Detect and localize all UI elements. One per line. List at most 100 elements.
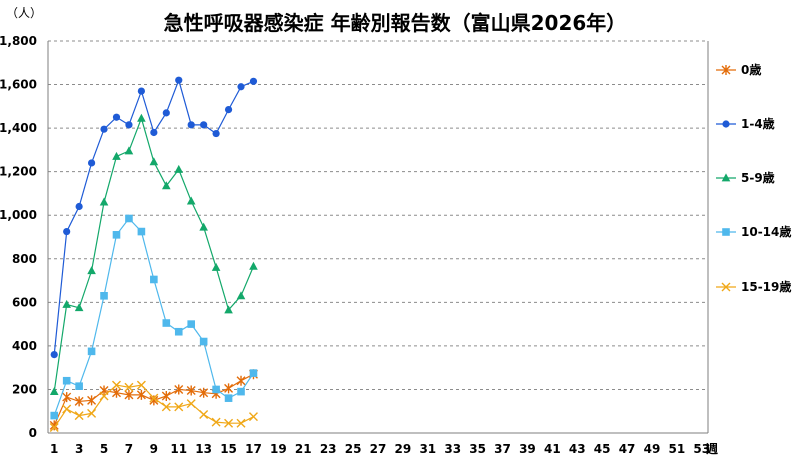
chart-title: 急性呼吸器感染症 年齢別報告数（富山県2026年） <box>164 11 627 35</box>
data-point <box>87 266 96 275</box>
data-point <box>174 402 184 412</box>
series-1-4歳 <box>50 76 258 359</box>
data-point <box>62 392 72 403</box>
data-point <box>74 303 84 312</box>
data-point <box>224 383 234 394</box>
legend-item: 15-19歳 <box>716 279 791 294</box>
x-tick-label: 25 <box>345 442 362 456</box>
data-point <box>149 395 159 406</box>
x-tick-label: 27 <box>370 442 387 456</box>
x-tick-label: 33 <box>444 442 461 456</box>
x-tick-label: 35 <box>469 442 486 456</box>
y-tick-labels: 0 200 400 600 800 1,000 1,200 1,400 1,600 1,800 <box>0 34 37 440</box>
data-point <box>124 389 134 400</box>
data-point <box>112 151 121 160</box>
axes <box>47 41 709 434</box>
x-tick-label: 37 <box>494 442 511 456</box>
data-point <box>124 382 134 392</box>
data-point <box>49 423 59 433</box>
data-point <box>174 164 184 173</box>
x-tick-label: 49 <box>644 442 661 456</box>
series-5-9歳 <box>49 113 258 396</box>
data-point <box>186 399 196 409</box>
data-point <box>199 337 208 346</box>
legend-marker <box>721 282 731 292</box>
legend-label: 10-14歳 <box>741 224 791 239</box>
x-tick-label: 5 <box>100 442 108 456</box>
data-point <box>87 347 96 356</box>
series-15-19歳 <box>49 380 258 433</box>
x-tick-label: 13 <box>195 442 212 456</box>
data-point <box>237 83 245 91</box>
data-point <box>75 382 83 390</box>
y-tick-label: 1,200 <box>0 165 37 179</box>
legend-item: 0歳 <box>716 62 761 77</box>
x-tick-label: 21 <box>295 442 312 456</box>
data-point <box>150 275 158 284</box>
y-tick-label: 800 <box>12 252 37 266</box>
y-unit-label: （人） <box>6 6 42 20</box>
y-tick-label: 1,800 <box>0 34 37 48</box>
legend-marker <box>722 228 730 236</box>
y-tick-label: 600 <box>12 295 37 309</box>
data-point <box>87 159 96 167</box>
data-point <box>137 87 145 95</box>
legend: 0歳 1-4歳 5-9歳 10-14歳 15-19歳 <box>716 62 791 294</box>
x-tick-label: 43 <box>569 442 586 456</box>
data-point <box>62 299 71 308</box>
data-point <box>63 227 71 236</box>
data-point <box>162 181 171 190</box>
x-tick-label: 51 <box>669 442 686 456</box>
x-tick-label: 23 <box>320 442 337 456</box>
data-point <box>249 261 258 270</box>
legend-marker <box>722 120 730 128</box>
data-point <box>75 202 83 211</box>
legend-label: 15-19歳 <box>741 279 791 294</box>
series-group <box>49 76 258 433</box>
y-tick-label: 1,600 <box>0 78 37 92</box>
data-point <box>49 387 59 396</box>
data-point <box>187 121 195 129</box>
data-point <box>199 409 209 419</box>
legend-marker <box>721 173 731 182</box>
data-point <box>62 404 72 414</box>
data-point <box>87 408 97 418</box>
x-tick-label: 17 <box>245 442 262 456</box>
data-point <box>224 106 233 114</box>
data-point <box>174 384 184 395</box>
y-tick-label: 1,400 <box>0 121 37 135</box>
data-point <box>136 389 146 400</box>
data-point <box>186 385 196 396</box>
data-point <box>249 77 258 85</box>
x-tick-label: 11 <box>170 442 187 456</box>
data-point <box>149 393 159 403</box>
data-point <box>161 390 171 401</box>
data-point <box>100 125 108 133</box>
legend-marker <box>721 65 731 75</box>
series-10-14歳 <box>50 214 258 420</box>
data-point <box>124 146 134 155</box>
data-point <box>175 76 183 84</box>
data-point <box>224 418 234 428</box>
x-tick-label: 1 <box>50 442 58 456</box>
x-tick-label: 7 <box>125 442 133 456</box>
y-tick-label: 200 <box>12 382 37 396</box>
data-point <box>212 385 220 394</box>
data-point <box>224 305 233 314</box>
data-point <box>174 327 183 336</box>
data-point <box>200 121 208 129</box>
x-tick-label: 19 <box>270 442 287 456</box>
x-tick-label: 53 <box>693 442 710 456</box>
data-point <box>111 380 121 390</box>
legend-label: 0歳 <box>741 62 761 77</box>
y-tick-label: 0 <box>29 426 37 440</box>
data-point <box>236 291 246 300</box>
x-tick-label: 31 <box>419 442 436 456</box>
x-unit-label: 週 <box>706 441 718 456</box>
data-point <box>237 387 245 396</box>
data-point <box>137 113 146 122</box>
data-point <box>212 129 220 138</box>
legend-item: 10-14歳 <box>716 224 791 239</box>
legend-label: 1-4歳 <box>741 116 775 131</box>
data-point <box>224 394 233 402</box>
